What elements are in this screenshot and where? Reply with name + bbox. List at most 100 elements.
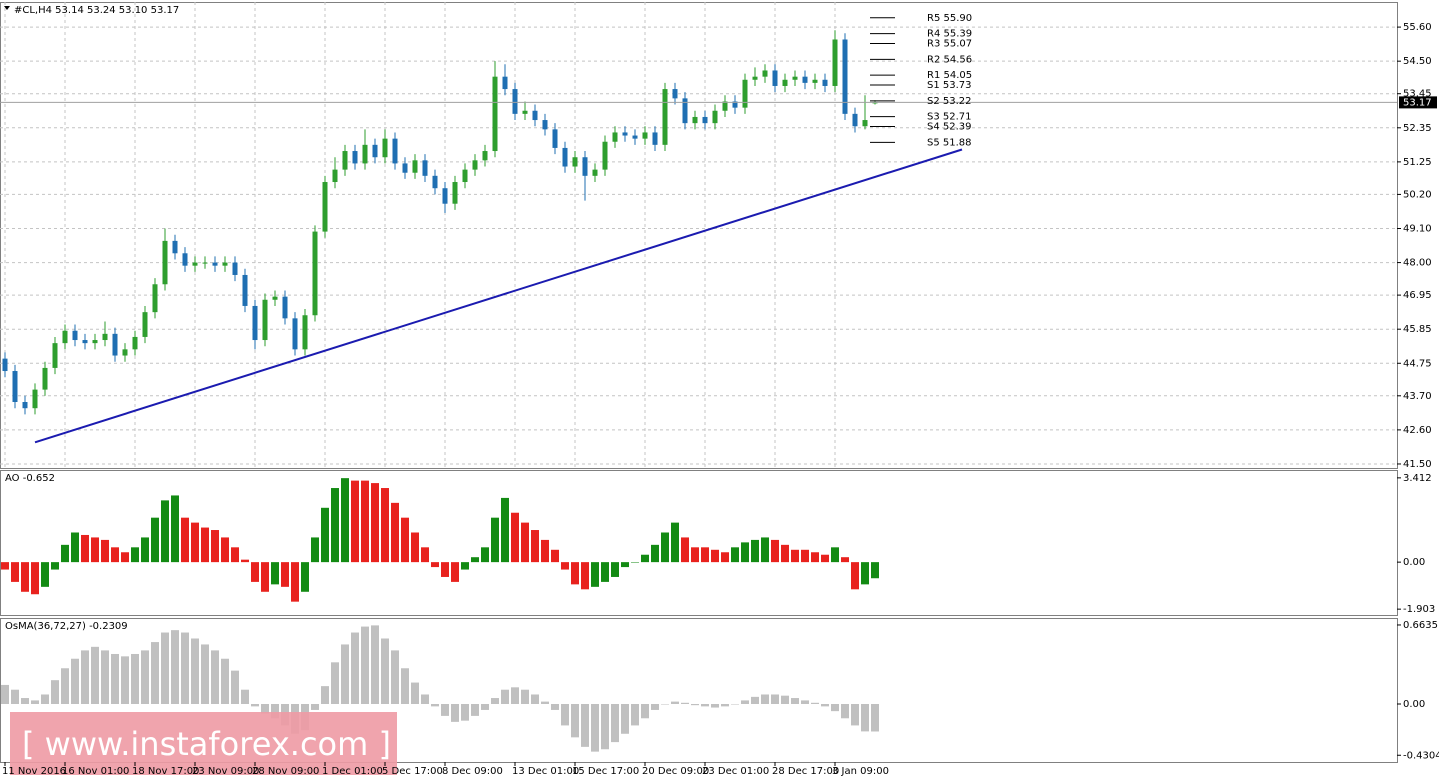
histogram-bar [531,694,539,704]
histogram-bar [391,502,399,563]
candle-body [772,70,778,86]
candle-body [262,299,268,341]
y-tick-label: 49.10 [1403,223,1432,234]
histogram-bar [831,703,839,712]
histogram-bar [861,703,869,732]
candle-body [842,39,848,114]
histogram-bar [351,480,359,563]
candle-body [2,358,8,372]
y-tick-label: 43.70 [1403,391,1432,402]
histogram-bar [61,668,69,704]
histogram-bar [721,552,729,563]
histogram-bar [781,695,789,704]
histogram-bar [711,549,719,563]
histogram-bar [321,686,329,704]
histogram-bar [221,537,229,563]
histogram-bar [141,537,149,563]
histogram-bar [171,630,179,704]
candle-body [852,113,858,127]
y-tick-label: 46.95 [1403,290,1432,301]
candle-body [762,70,768,77]
candle-body [162,240,168,285]
histogram-bar [821,554,829,563]
histogram-bar [101,539,109,563]
histogram-bar [231,670,239,704]
candle-body [112,333,118,356]
histogram-bar [701,703,709,707]
candle-body [52,343,58,368]
histogram-bar [721,703,729,707]
histogram-bar [191,638,199,704]
x-tick-label: 23 Dec 01:00 [702,766,769,777]
candle-body [32,389,38,409]
histogram-bar [261,703,269,714]
histogram-bar [111,547,119,563]
histogram-bar [591,703,599,752]
candle-body [102,333,108,341]
histogram-bar [811,702,819,704]
histogram-bar [471,557,479,563]
panel-frame [0,2,1398,469]
candle-body [642,132,648,139]
histogram-bar [441,562,449,577]
pivot-label: R5 55.90 [927,13,972,24]
candle-body [752,76,758,80]
x-tick-label: 8 Dec 09:00 [442,766,503,777]
candle-body [252,305,258,341]
candle-body [502,76,508,90]
histogram-bar [181,517,189,563]
panel-title: OsMA(36,72,27) -0.2309 [5,621,128,632]
histogram-bar [151,642,159,704]
candle-body [572,157,578,167]
x-tick-label: 5 Dec 17:00 [382,766,443,777]
histogram-bar [841,703,849,719]
histogram-bar [141,650,149,704]
histogram-bar [301,562,309,592]
candle-body [192,262,198,266]
histogram-bar [211,530,219,563]
histogram-bar [501,689,509,704]
histogram-bar [581,703,589,747]
histogram-bar [271,562,279,585]
histogram-bar [421,694,429,704]
candle-body [582,157,588,176]
candle-body [182,253,188,266]
candle-body [242,274,248,306]
histogram-bar [601,703,609,750]
candle-body [712,110,718,124]
histogram-bar [371,483,379,563]
candle-body [822,79,828,86]
histogram-bar [761,537,769,563]
histogram-bar [111,653,119,704]
candle-body [422,160,428,176]
histogram-bar [341,478,349,563]
candle-body [152,284,158,313]
histogram-bar [801,549,809,563]
histogram-bar [41,562,49,587]
candle-body [432,175,438,189]
histogram-bar [801,700,809,704]
histogram-bar [181,632,189,704]
candle-body [82,340,88,344]
histogram-bar [511,512,519,563]
histogram-bar [861,562,869,585]
x-tick-label: 13 Dec 01:00 [512,766,579,777]
histogram-bar [871,562,879,579]
pivot-label: S5 51.88 [927,137,972,148]
histogram-bar [61,544,69,563]
histogram-bar [391,650,399,704]
pivot-label: R3 55.07 [927,39,972,50]
y-tick-label: 54.50 [1403,56,1432,67]
candle-body [532,110,538,121]
x-tick-label: 3 Jan 09:00 [832,766,889,777]
pivot-label: S3 52.71 [927,112,972,123]
histogram-bar [331,662,339,704]
histogram-bar [31,562,39,595]
histogram-bar [51,680,59,704]
histogram-bar [381,638,389,704]
histogram-bar [101,650,109,704]
histogram-bar [201,527,209,563]
candle-body [802,76,808,83]
histogram-bar [491,517,499,563]
